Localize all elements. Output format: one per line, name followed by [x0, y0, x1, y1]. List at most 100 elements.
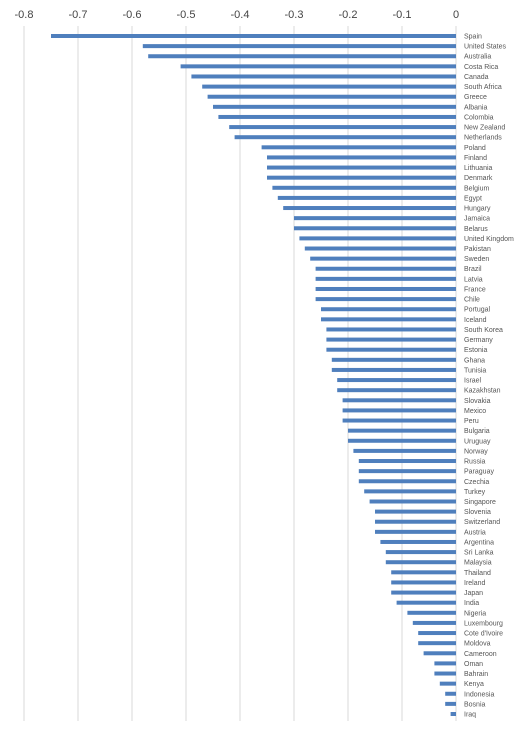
- category-label: Greece: [464, 94, 487, 101]
- category-label: Denmark: [464, 175, 493, 182]
- bar: [375, 519, 456, 524]
- category-label: Bulgaria: [464, 428, 490, 435]
- bar: [358, 459, 456, 464]
- category-label: Switzerland: [464, 519, 500, 526]
- category-label: Czechia: [464, 479, 489, 486]
- category-label: Luxembourg: [464, 620, 503, 627]
- bar: [142, 44, 457, 49]
- category-label: Cameroon: [464, 651, 497, 658]
- bar: [380, 539, 456, 544]
- category-label: Latvia: [464, 276, 483, 283]
- category-label: Mexico: [464, 408, 486, 415]
- bar: [342, 408, 456, 413]
- category-label: South Korea: [464, 327, 503, 334]
- category-label: Iraq: [464, 712, 476, 719]
- bar: [261, 145, 456, 150]
- category-label: Argentina: [464, 539, 494, 546]
- bar: [375, 529, 456, 534]
- x-tick-label: 0: [453, 9, 459, 21]
- bar: [202, 84, 456, 89]
- x-tick-label: -0.1: [393, 9, 412, 21]
- category-label: Brazil: [464, 266, 482, 273]
- x-tick-label: -0.7: [69, 9, 88, 21]
- category-label: Colombia: [464, 114, 494, 121]
- category-label: United States: [464, 44, 507, 51]
- x-tick-label: -0.3: [285, 9, 304, 21]
- category-label: Pakistan: [464, 246, 491, 253]
- category-label: Egypt: [464, 195, 482, 202]
- bar: [310, 256, 456, 261]
- bar: [326, 327, 456, 332]
- category-label: Paraguay: [464, 469, 494, 476]
- bar: [315, 297, 456, 302]
- category-label: Chile: [464, 297, 480, 304]
- bar: [342, 398, 456, 403]
- bar: [294, 226, 456, 231]
- category-label: Moldova: [464, 641, 491, 648]
- bar: [304, 246, 456, 251]
- category-label: Sweden: [464, 256, 489, 263]
- category-label: Albania: [464, 104, 487, 111]
- bar: [439, 681, 456, 686]
- bar: [434, 661, 456, 666]
- x-axis-ticks: -0.8 -0.7 -0.6 -0.5 -0.4 -0.3 -0.2 -0.1 0: [15, 9, 460, 21]
- category-label: Oman: [464, 661, 483, 668]
- bar: [267, 175, 456, 180]
- bar: [391, 590, 456, 595]
- category-label: Kazakhstan: [464, 388, 501, 395]
- grid-lines: [23, 26, 457, 721]
- category-label: Uruguay: [464, 438, 491, 445]
- category-label: United Kingdom: [464, 236, 514, 243]
- bar: [321, 307, 456, 312]
- bar: [375, 509, 456, 514]
- category-label: Nigeria: [464, 610, 486, 617]
- bar: [418, 641, 456, 646]
- category-label: Iceland: [464, 317, 487, 324]
- category-label: Canada: [464, 74, 489, 81]
- category-label: Hungary: [464, 206, 491, 213]
- bar: [277, 195, 456, 200]
- bar: [294, 216, 456, 221]
- category-label: Austria: [464, 529, 486, 536]
- x-tick-label: -0.8: [15, 9, 34, 21]
- bar: [348, 428, 456, 433]
- category-label: Indonesia: [464, 691, 494, 698]
- category-label: Costa Rica: [464, 64, 498, 71]
- x-tick-label: -0.2: [339, 9, 358, 21]
- bar: [180, 64, 456, 69]
- bar: [434, 671, 456, 676]
- bar: [315, 286, 456, 291]
- category-label: Belgium: [464, 185, 489, 192]
- x-tick-label: -0.4: [231, 9, 250, 21]
- x-tick-label: -0.6: [123, 9, 142, 21]
- category-label: Lithuania: [464, 165, 493, 172]
- bars: [51, 34, 457, 716]
- category-label: Estonia: [464, 347, 487, 354]
- category-label: Slovakia: [464, 398, 491, 405]
- bar: [283, 206, 456, 211]
- bar: [385, 550, 456, 555]
- bar: [207, 94, 456, 99]
- category-label: Singapore: [464, 499, 496, 506]
- bar: [364, 489, 456, 494]
- category-label: Bosnia: [464, 701, 486, 708]
- category-label: South Africa: [464, 84, 502, 91]
- bar: [326, 347, 456, 352]
- category-label: Belarus: [464, 226, 488, 233]
- bar: [391, 570, 456, 575]
- category-label: Kenya: [464, 681, 484, 688]
- category-label: Ghana: [464, 357, 485, 364]
- category-labels: Spain United States Australia Costa Rica Can…: [464, 34, 514, 719]
- bar: [321, 317, 456, 322]
- bar: [445, 691, 456, 696]
- category-label: Australia: [464, 54, 491, 61]
- category-label: Portugal: [464, 307, 491, 314]
- category-label: Malaysia: [464, 560, 492, 567]
- bar: [450, 712, 456, 716]
- bar: [353, 448, 456, 453]
- category-label: Cote d'Ivoire: [464, 631, 503, 638]
- bar: [396, 600, 456, 605]
- bar: [267, 155, 456, 160]
- bar: [342, 418, 456, 423]
- bar: [51, 34, 456, 38]
